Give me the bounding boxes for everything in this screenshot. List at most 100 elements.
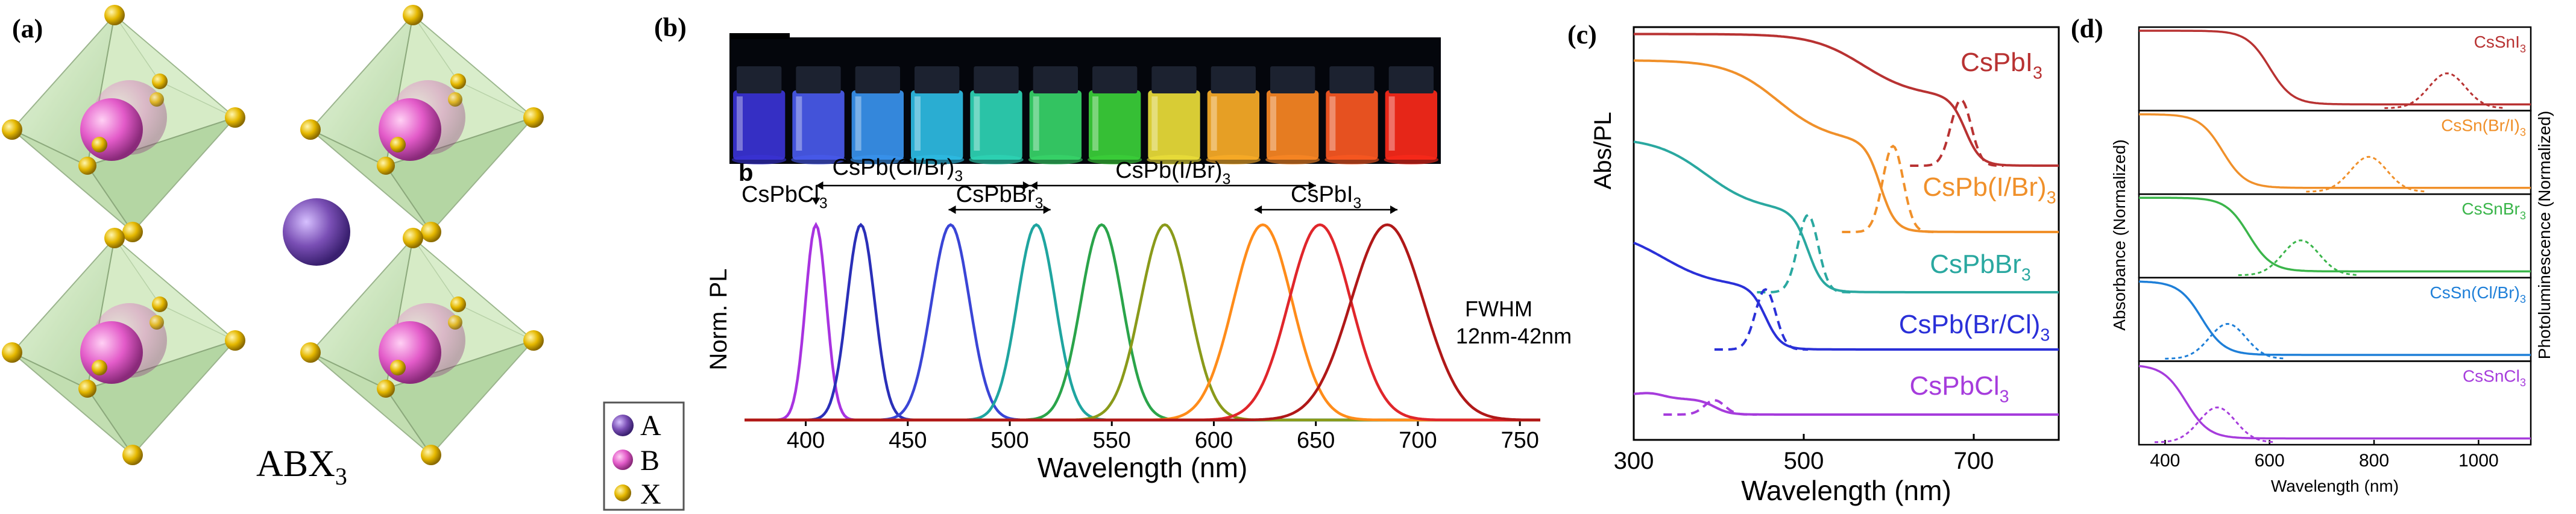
vial-photo xyxy=(729,33,1441,165)
abs-curve-1 xyxy=(2139,30,2531,105)
x-atom xyxy=(421,445,441,465)
x-atom xyxy=(150,92,164,107)
b-atom xyxy=(80,98,143,161)
x-atom xyxy=(390,137,406,152)
x-axis-label: Wavelength (nm) xyxy=(1741,475,1951,506)
x-tick-label: 500 xyxy=(990,428,1028,453)
range-arrow-br-head xyxy=(1043,205,1051,214)
perovskite-structure-diagram xyxy=(2,5,544,465)
x-tick-label: 400 xyxy=(2150,451,2180,471)
b-atom xyxy=(379,321,441,384)
vial-glow xyxy=(1088,155,1142,165)
x-tick-label: 450 xyxy=(889,428,927,453)
x-atom xyxy=(300,342,321,363)
pl-curve-3 xyxy=(2238,239,2358,277)
panel-label-c: (c) xyxy=(1567,20,1597,49)
vial xyxy=(1326,90,1378,160)
atom-legend: A B X xyxy=(603,401,685,511)
legend-atom-b-icon xyxy=(613,450,633,470)
range-label-cspbcl3: CsPbCl3 xyxy=(742,182,828,212)
legend-atom-x-icon xyxy=(614,484,631,501)
vial-cap xyxy=(796,66,841,93)
range-arrow-clbr-head xyxy=(816,181,824,190)
abs-curve-5 xyxy=(1633,392,2059,416)
abs-curve-2 xyxy=(1634,59,2059,233)
vial-cap xyxy=(1211,66,1256,93)
panel-label-d: (d) xyxy=(2071,14,2103,43)
x-axis-label: Wavelength (nm) xyxy=(1038,452,1248,483)
vial xyxy=(733,90,786,160)
vial xyxy=(1148,90,1200,160)
range-arrow-cspbcl3 xyxy=(811,198,820,205)
x-tick-label: 500 xyxy=(1784,448,1824,474)
fwhm-range-annotation: 12nm-42nm xyxy=(1456,324,1572,348)
vial-cap xyxy=(1329,66,1375,93)
vial-glint xyxy=(737,96,743,151)
vial-cap xyxy=(855,66,900,93)
series-label-4: CsPb(Br/Cl)3 xyxy=(1899,310,2050,345)
vial xyxy=(1029,90,1082,160)
x-atom xyxy=(2,342,22,363)
legend-atom-a-icon xyxy=(612,415,634,436)
photo-background xyxy=(729,37,1441,164)
panel-b-sublabel: b xyxy=(738,160,753,186)
x-tick-label: 750 xyxy=(1501,428,1538,453)
series-label-5: CsSnCl3 xyxy=(2463,366,2526,389)
vial-glow xyxy=(1324,155,1379,165)
x-atom xyxy=(92,137,107,152)
series-label-3: CsPbBr3 xyxy=(1930,249,2031,284)
x-atom xyxy=(450,74,466,89)
x-atom xyxy=(78,380,96,398)
octahedron xyxy=(300,228,544,465)
series-label-4: CsSn(Cl/Br)3 xyxy=(2430,283,2526,306)
series-label-1: CsPbI3 xyxy=(1960,48,2042,83)
vial-cap xyxy=(1388,66,1434,93)
series-label-2: CsSn(Br/I)3 xyxy=(2441,116,2526,139)
photo-tab xyxy=(729,33,790,39)
pl-curve-9 xyxy=(745,223,1541,422)
abs-curve-2 xyxy=(2139,113,2531,189)
b-atom xyxy=(80,321,143,384)
vial-glow xyxy=(732,155,787,165)
b-atom xyxy=(379,98,441,161)
vial-glow xyxy=(1206,155,1261,165)
vial-glint xyxy=(796,96,802,151)
range-arrow-ibr-head xyxy=(1308,181,1316,190)
vial-cap xyxy=(1151,66,1197,93)
y-axis-label-left: Absorbance (Normalized) xyxy=(2110,139,2129,330)
tin-perovskite-chart: 400 600 800 1000 Wavelength (nm) Absorbance (… xyxy=(2110,26,2554,495)
pl-curve-5 xyxy=(745,223,1540,422)
x-atom xyxy=(523,107,544,128)
x-tick-label: 600 xyxy=(2255,451,2285,471)
x-atom xyxy=(150,315,164,330)
range-arrow-br-head xyxy=(948,205,956,214)
vial-glint xyxy=(1329,96,1336,151)
vial-glow xyxy=(1028,155,1083,165)
series-label-1: CsSnI3 xyxy=(2474,33,2526,55)
series-label-2: CsPb(I/Br)3 xyxy=(1923,172,2056,207)
pl-curve-1 xyxy=(1910,98,2004,167)
panel-label-a: (a) xyxy=(12,14,43,43)
vial-glow xyxy=(791,155,846,165)
series-label-5: CsPbCl3 xyxy=(1909,371,2009,406)
y-axis-label: Abs/PL xyxy=(1590,112,1616,190)
vial-glow xyxy=(1384,155,1438,165)
vial-glow xyxy=(1265,155,1320,165)
vial-cap xyxy=(1092,66,1138,93)
x-atom xyxy=(225,330,245,351)
pl-curve-4 xyxy=(1714,288,1809,351)
x-tick-label: 700 xyxy=(1954,448,1994,474)
octahedron xyxy=(2,5,245,242)
range-label-clbr: CsPb(Cl/Br)3 xyxy=(833,155,963,185)
x-atom xyxy=(421,222,441,242)
vial-glint xyxy=(1151,96,1158,151)
x-atom xyxy=(403,5,423,25)
vial-glint xyxy=(1211,96,1217,151)
x-atom xyxy=(448,315,462,330)
vial-glint xyxy=(855,96,861,151)
pl-curve-2 xyxy=(1842,145,1936,233)
x-tick-label: 1000 xyxy=(2458,451,2499,471)
vial-glow xyxy=(850,155,905,165)
plot-frame xyxy=(1633,26,2060,441)
